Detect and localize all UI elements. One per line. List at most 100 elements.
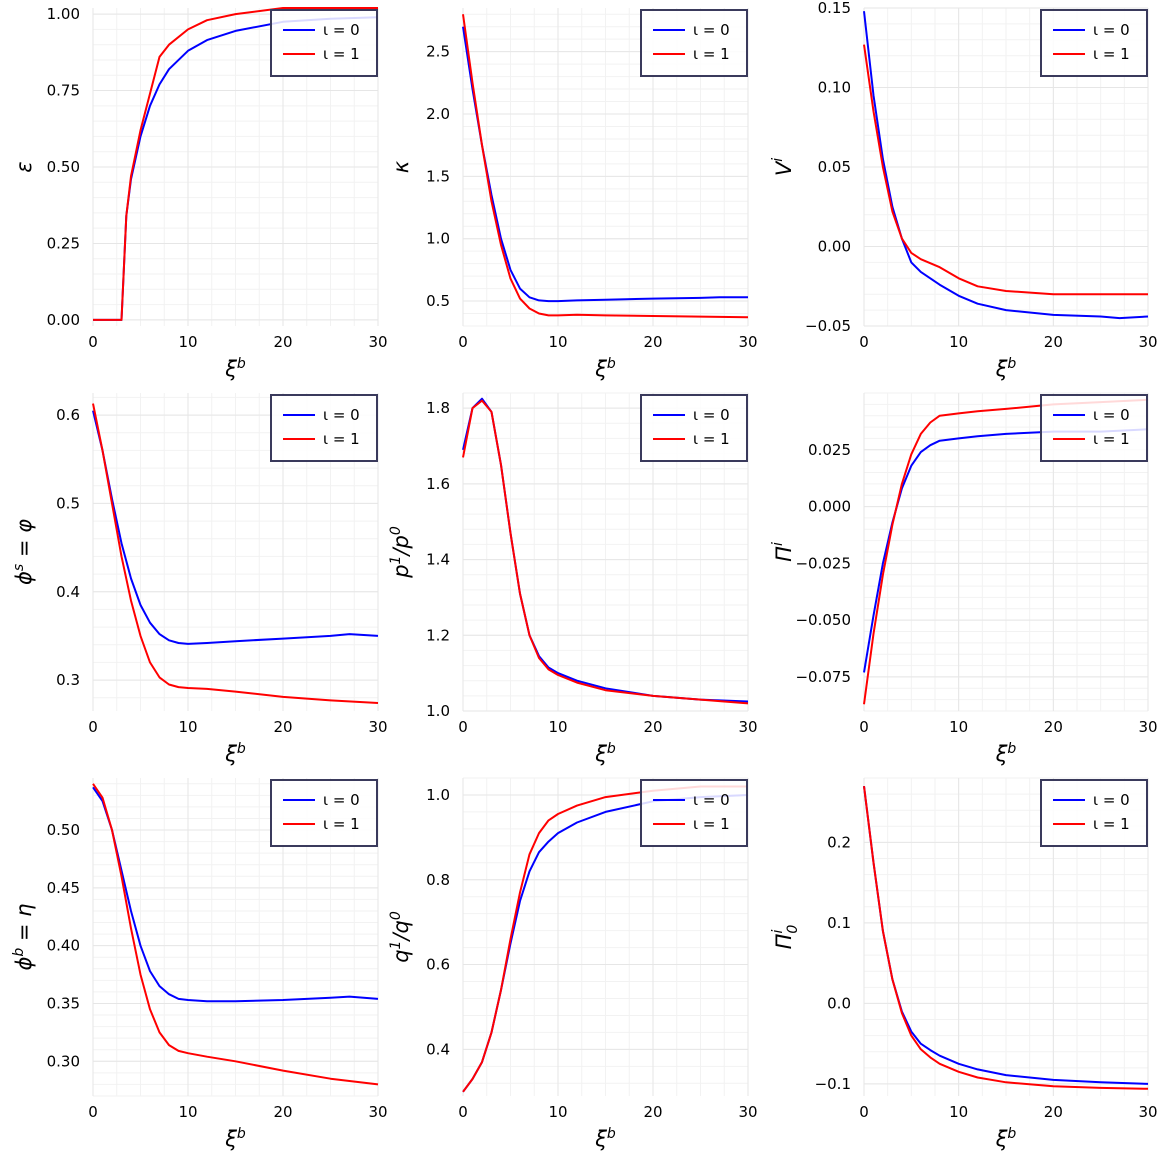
y-tick-label: 0.30: [47, 1052, 80, 1070]
y-tick-label: 0.5: [426, 292, 450, 310]
legend-box: [640, 9, 748, 77]
y-tick-label: 1.4: [426, 551, 450, 569]
y-tick-label: 1.0: [426, 702, 450, 720]
x-tick-label: 20: [273, 1103, 292, 1121]
legend-box: [1040, 9, 1148, 77]
y-tick-label: 1.0: [426, 786, 450, 804]
y-tick-label: 1.00: [47, 5, 80, 23]
subplot-7: 0 10 20 30 0.30 0.35 0.40 0.45 0.50 ξb ϕb = η ι = 0…: [11, 778, 388, 1151]
y-axis-label: Vi: [770, 158, 796, 176]
y-tick-label: −0.05: [805, 317, 851, 335]
y-tick-label: 0.05: [818, 158, 851, 176]
x-tick-label: 0: [859, 333, 869, 351]
y-tick-label: 0.000: [808, 498, 851, 516]
legend-label: ι = 1: [323, 815, 360, 833]
x-tick-label: 20: [643, 1103, 662, 1121]
y-tick-label: 1.8: [426, 399, 450, 417]
y-axis-label: ε: [12, 161, 36, 172]
series-line-iota-1: [863, 398, 1149, 705]
y-tick-label: 0.3: [56, 671, 80, 689]
x-tick-label: 20: [1044, 718, 1063, 736]
y-axis-label: Πi0: [770, 925, 801, 950]
x-tick-label: 0: [88, 1103, 98, 1121]
y-axis-label: ϕb = η: [11, 903, 36, 970]
x-tick-label: 0: [458, 1103, 468, 1121]
y-tick-label: −0.075: [795, 668, 851, 686]
y-tick-label: 0.4: [426, 1040, 450, 1058]
series-line-iota-1: [863, 44, 1148, 296]
series-line-iota-1: [92, 783, 379, 1086]
legend-label: ι = 0: [693, 406, 730, 424]
y-tick-label: 0.6: [426, 956, 450, 974]
x-tick-label: 20: [273, 718, 292, 736]
y-tick-label: 1.5: [426, 167, 450, 185]
y-tick-label: 0.025: [808, 441, 851, 459]
x-tick-label: 20: [1044, 1103, 1063, 1121]
y-tick-label: 0.1: [827, 914, 851, 932]
y-axis-label: p1/p0: [388, 526, 413, 579]
x-axis-label: ξb: [995, 741, 1017, 766]
subplot-3: 0 10 20 30 −0.05 0.00 0.05 0.10 0.15 ξb Vi ι = 0 ι =…: [770, 0, 1158, 381]
legend-box: [640, 779, 748, 847]
y-tick-label: 1.2: [426, 626, 450, 644]
x-tick-label: 0: [88, 333, 98, 351]
legend-box: [270, 394, 378, 462]
legend-label: ι = 0: [323, 21, 360, 39]
x-tick-label: 0: [859, 1103, 869, 1121]
x-tick-label: 30: [368, 718, 387, 736]
x-tick-label: 10: [548, 718, 567, 736]
y-tick-label: −0.1: [815, 1075, 851, 1093]
legend-box: [1040, 394, 1148, 462]
y-tick-label: 0.50: [47, 158, 80, 176]
y-tick-label: 0.0: [827, 994, 851, 1012]
subplot-9: 0 10 20 30 −0.1 0.0 0.1 0.2 ξb Πi0 ι = 0 ι = 1: [770, 777, 1158, 1151]
x-tick-label: 10: [548, 1103, 567, 1121]
legend-label: ι = 0: [1093, 406, 1130, 424]
legend-box: [270, 779, 378, 847]
legend-label: ι = 0: [693, 791, 730, 809]
legend-box: [1040, 779, 1148, 847]
series-line-iota-1: [462, 785, 748, 1093]
y-tick-label: 0.15: [818, 0, 851, 17]
series-line-iota-1: [92, 403, 379, 704]
x-axis-label: ξb: [995, 356, 1017, 381]
x-tick-label: 10: [178, 718, 197, 736]
x-tick-label: 30: [1138, 1103, 1157, 1121]
y-tick-label: 0.25: [47, 234, 80, 252]
series-line-iota-0: [863, 428, 1149, 673]
legend-label: ι = 1: [693, 45, 730, 63]
legend-label: ι = 1: [1093, 45, 1130, 63]
legend-label: ι = 1: [1093, 430, 1130, 448]
y-tick-label: 0.5: [56, 494, 80, 512]
subplot-4: 0 10 20 30 0.3 0.4 0.5 0.6 ξb ϕs = φ ι = 0 ι = 1: [11, 393, 388, 766]
y-tick-label: 0.00: [47, 311, 80, 329]
series-line-iota-0: [863, 11, 1149, 320]
legend-label: ι = 1: [323, 430, 360, 448]
x-axis-label: ξb: [594, 356, 616, 381]
series-line-iota-1: [863, 785, 1149, 1090]
x-tick-label: 30: [738, 1103, 757, 1121]
x-tick-label: 10: [178, 1103, 197, 1121]
y-tick-label: −0.050: [795, 611, 851, 629]
y-tick-label: 0.4: [56, 583, 80, 601]
x-axis-label: ξb: [224, 1126, 246, 1151]
y-tick-label: −0.025: [795, 554, 851, 572]
x-tick-label: 0: [88, 718, 98, 736]
y-tick-label: 2.5: [426, 43, 450, 61]
y-axis-label: q1/q0: [388, 911, 413, 963]
legend-label: ι = 1: [693, 815, 730, 833]
x-tick-label: 20: [643, 718, 662, 736]
subplot-8: 0 10 20 30 0.4 0.6 0.8 1.0 ξb q1/q0 ι = 0 ι = 1: [388, 777, 758, 1151]
y-axis-label: κ: [389, 160, 413, 173]
y-tick-label: 0.35: [47, 994, 80, 1012]
x-tick-label: 20: [1044, 333, 1063, 351]
legend-box: [640, 394, 748, 462]
x-tick-label: 10: [949, 333, 968, 351]
subplot-2: 0 10 20 30 0.5 1.0 1.5 2.0 2.5 ξb κ ι = 0 ι = 1: [389, 8, 758, 381]
y-tick-label: 1.6: [426, 475, 450, 493]
x-tick-label: 30: [738, 718, 757, 736]
x-tick-label: 0: [859, 718, 869, 736]
series-line-iota-1: [462, 14, 749, 319]
x-tick-label: 10: [178, 333, 197, 351]
y-tick-label: 0.00: [818, 238, 851, 256]
